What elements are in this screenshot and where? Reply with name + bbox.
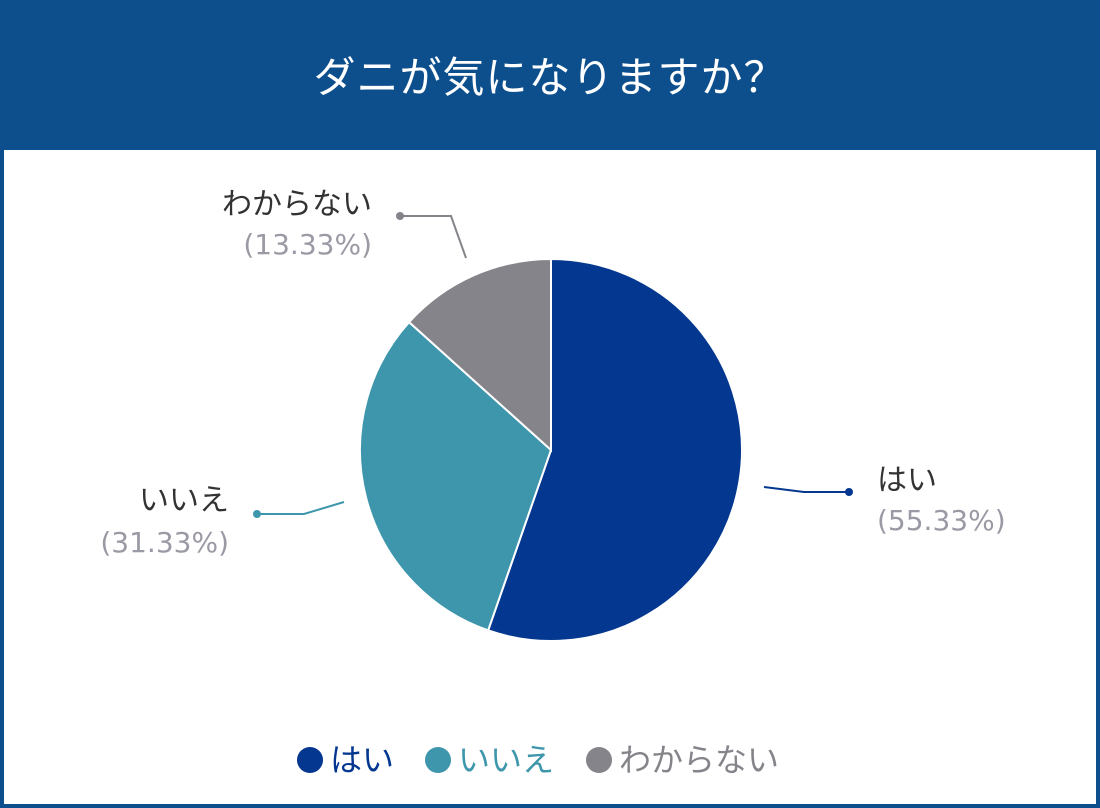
slice-labels: はい (55.33%) いいえ (31.33%) わからない (13.33%): [100, 187, 1005, 559]
leader-lines: [253, 212, 853, 518]
legend-marker-hai: [297, 747, 323, 773]
legend-label-hai: はい: [330, 741, 394, 779]
chart-panel: はい (55.33%) いいえ (31.33%) わからない (13.33%) はい いいえ…: [4, 150, 1096, 804]
leader-line-hai: [763, 486, 849, 493]
slice-percent-hai: (55.33%): [877, 504, 1006, 537]
leader-line-wakaranai: [400, 215, 467, 259]
slice-percent-iie: (31.33%): [100, 526, 229, 559]
legend-marker-iie: [425, 747, 451, 773]
pie-slices: [359, 257, 743, 642]
pie-slice-wakaranai: [407, 257, 552, 453]
legend-label-wakaranai: わからない: [619, 741, 779, 779]
pie-chart: はい(55.33%)いいえ(31.33%)わからない(13.33%) はい いいえ…: [100, 187, 1005, 779]
leader-dot-hai: [845, 488, 853, 496]
leader-line-iie: [257, 501, 345, 515]
leader-dot-wakaranai: [396, 212, 404, 220]
slice-percent-wakaranai: (13.33%): [243, 228, 372, 261]
chart-title: ダニが気になりますか？: [313, 53, 787, 102]
legend-marker-wakaranai: [586, 747, 612, 773]
pie-slice-iie: [359, 320, 553, 632]
legend: はい いいえ わからない: [297, 741, 779, 779]
slice-label-hai: はい: [877, 463, 937, 498]
legend-label-iie: いいえ: [458, 741, 554, 779]
slice-label-wakaranai: わからない: [222, 187, 372, 222]
slice-label-iie: いいえ: [139, 483, 229, 518]
leader-dot-iie: [253, 510, 261, 518]
header-bar: ダニが気になりますか？: [0, 0, 1100, 150]
